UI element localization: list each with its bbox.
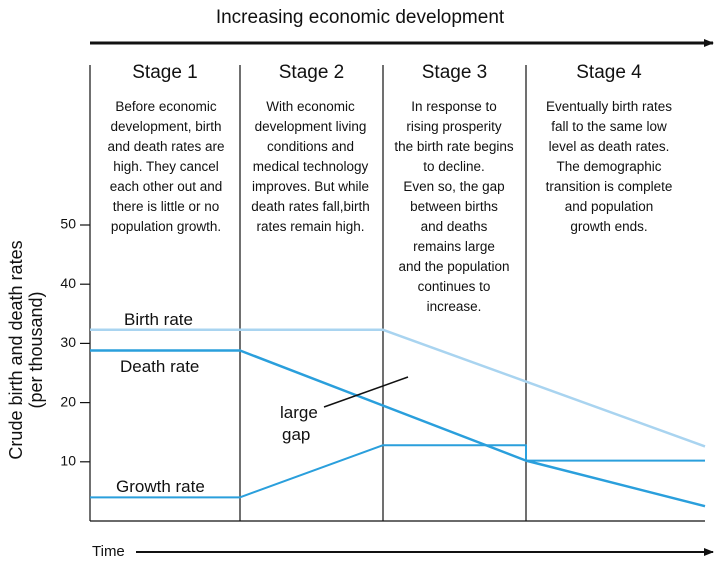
y-tick-label-20: 20 <box>60 393 76 409</box>
stage-4-description: Eventually birth rates fall to the same … <box>545 99 673 234</box>
y-tick-label-40: 40 <box>60 275 76 291</box>
stage-2-title: Stage 2 <box>279 62 345 83</box>
top-axis-label: Increasing economic development <box>216 7 505 28</box>
death-rate-line <box>90 349 706 508</box>
gap-pointer-line <box>323 376 409 408</box>
gap-annotation-line1: large <box>280 403 318 422</box>
y-tick-label-30: 30 <box>60 334 76 350</box>
plot-frame <box>89 65 705 522</box>
bottom-axis-label: Time <box>92 543 125 560</box>
stage-3-title: Stage 3 <box>422 62 488 83</box>
birth-rate-label: Birth rate <box>124 310 193 329</box>
y-axis-unit: (per thousand) <box>26 291 46 408</box>
stage-1-description: Before economic development, birth and d… <box>107 99 225 234</box>
stage-titles: Stage 1 Stage 2 Stage 3 Stage 4 <box>132 62 642 83</box>
growth-rate-label: Growth rate <box>116 477 205 496</box>
stage-4-title: Stage 4 <box>576 62 642 83</box>
growth-rate-line <box>90 444 705 499</box>
stage-3-description: In response to rising prosperity the bir… <box>394 99 514 314</box>
y-axis-ticks: 10 20 30 40 50 <box>60 216 90 469</box>
gap-annotation-line2: gap <box>282 425 310 444</box>
stage-1-title: Stage 1 <box>132 62 198 83</box>
y-axis-label: Crude birth and death rates <box>6 240 26 459</box>
death-rate-label: Death rate <box>120 357 199 376</box>
birth-rate-line <box>90 328 706 448</box>
y-tick-label-50: 50 <box>60 216 76 232</box>
y-axis-label-group: Crude birth and death rates (per thousan… <box>6 240 46 459</box>
stage-2-description: With economic development living conditi… <box>251 99 370 234</box>
y-tick-label-10: 10 <box>60 453 76 469</box>
series-group <box>90 328 706 508</box>
